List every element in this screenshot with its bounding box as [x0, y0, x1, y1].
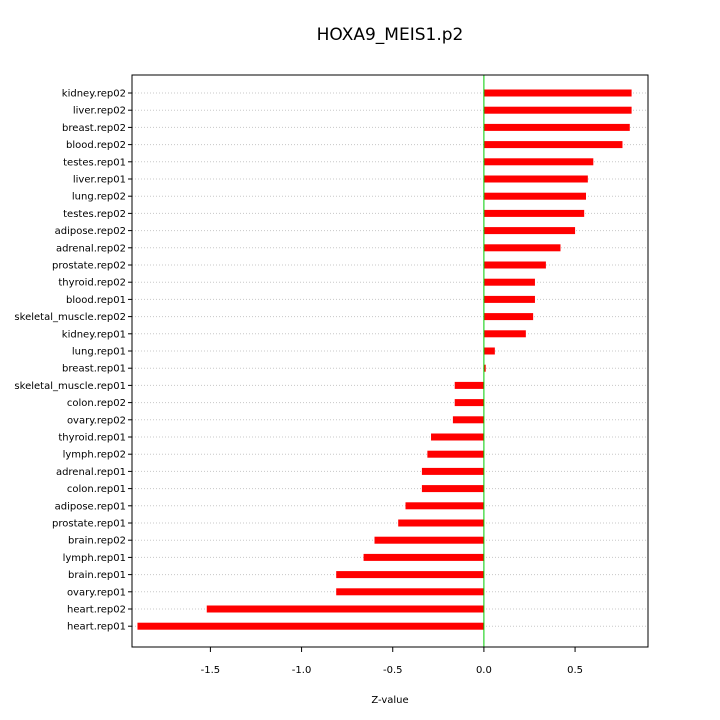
- category-label: liver.rep01: [73, 175, 126, 186]
- bar-adrenal-rep02: [483, 244, 561, 252]
- grid-layer: [132, 92, 648, 627]
- category-label: lung.rep01: [72, 347, 126, 358]
- category-label: lymph.rep01: [63, 553, 126, 564]
- category-label: adipose.rep01: [55, 501, 126, 512]
- category-label: colon.rep02: [67, 398, 126, 409]
- category-label: heart.rep01: [67, 622, 126, 633]
- category-label: heart.rep02: [67, 605, 126, 616]
- bar-liver-rep01: [483, 175, 588, 183]
- category-label: brain.rep02: [68, 536, 126, 547]
- bar-skeletal-muscle-rep02: [483, 313, 534, 321]
- category-label: thyroid.rep02: [58, 278, 126, 289]
- category-label: blood.rep01: [66, 295, 126, 306]
- bar-breast-rep01: [483, 364, 486, 372]
- bar-ovary-rep01: [336, 588, 484, 596]
- plot-frame: [131, 74, 649, 648]
- bar-prostate-rep02: [483, 261, 546, 269]
- x-axis-label: Z-value: [371, 695, 408, 706]
- x-tick-label: -1.5: [201, 665, 221, 676]
- category-label: prostate.rep02: [52, 261, 126, 272]
- category-label: lymph.rep02: [63, 450, 126, 461]
- category-label: adipose.rep02: [55, 226, 126, 237]
- bar-kidney-rep01: [483, 330, 526, 338]
- category-label: testes.rep01: [63, 157, 126, 168]
- x-tick-label: -0.5: [383, 665, 403, 676]
- bar-lymph-rep01: [363, 553, 484, 561]
- bar-layer: [137, 89, 632, 630]
- bar-testes-rep01: [483, 158, 594, 166]
- bar-brain-rep01: [336, 571, 484, 579]
- bar-testes-rep02: [483, 209, 585, 217]
- x-tick-label: 0.5: [567, 665, 583, 676]
- bar-prostate-rep01: [398, 519, 484, 527]
- category-label: adrenal.rep02: [56, 243, 126, 254]
- category-labels: kidney.rep02 liver.rep02 breast.rep02 blood…: [14, 89, 132, 633]
- bar-blood-rep01: [483, 295, 535, 303]
- bar-adipose-rep02: [483, 227, 576, 235]
- category-label: kidney.rep01: [62, 329, 126, 340]
- category-label: skeletal_muscle.rep02: [14, 312, 126, 323]
- category-label: ovary.rep02: [67, 415, 126, 426]
- x-tick-label: -1.0: [292, 665, 312, 676]
- category-label: colon.rep01: [67, 484, 126, 495]
- category-label: testes.rep02: [63, 209, 126, 220]
- bar-brain-rep02: [374, 536, 484, 544]
- bar-ovary-rep02: [452, 416, 484, 424]
- category-label: breast.rep01: [62, 364, 126, 375]
- bar-lymph-rep02: [427, 450, 484, 458]
- chart-title: HOXA9_MEIS1.p2: [317, 25, 464, 45]
- bar-thyroid-rep02: [483, 278, 535, 286]
- category-label: brain.rep01: [68, 570, 126, 581]
- category-label: lung.rep02: [72, 192, 126, 203]
- bar-lung-rep01: [483, 347, 495, 355]
- bar-breast-rep02: [483, 123, 630, 131]
- bar-liver-rep02: [483, 106, 632, 114]
- bar-blood-rep02: [483, 141, 623, 149]
- bar-kidney-rep02: [483, 89, 632, 97]
- category-label: liver.rep02: [73, 106, 126, 117]
- category-label: skeletal_muscle.rep01: [14, 381, 126, 392]
- x-axis: -1.5 -1.0 -0.5 0.0 0.5: [201, 647, 583, 676]
- category-label: prostate.rep01: [52, 519, 126, 530]
- bar-lung-rep02: [483, 192, 587, 200]
- bar-adipose-rep01: [405, 502, 484, 510]
- category-label: adrenal.rep01: [56, 467, 126, 478]
- bar-skeletal-muscle-rep01: [454, 381, 484, 389]
- category-label: thyroid.rep01: [58, 433, 126, 444]
- category-label: ovary.rep01: [67, 587, 126, 598]
- bar-adrenal-rep01: [421, 467, 484, 475]
- category-label: kidney.rep02: [62, 89, 126, 100]
- bar-colon-rep02: [454, 399, 484, 407]
- category-label: breast.rep02: [62, 123, 126, 134]
- bar-colon-rep01: [421, 485, 484, 493]
- x-tick-label: 0.0: [476, 665, 492, 676]
- bar-heart-rep01: [137, 622, 484, 630]
- bar-heart-rep02: [206, 605, 484, 613]
- category-label: blood.rep02: [66, 140, 126, 151]
- bar-thyroid-rep01: [431, 433, 484, 441]
